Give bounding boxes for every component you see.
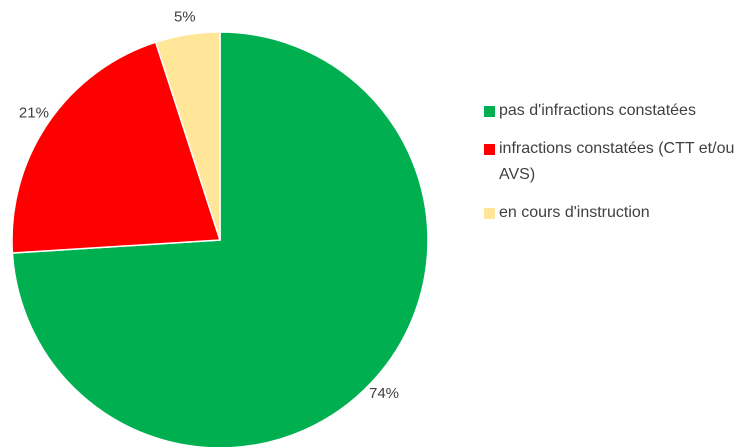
pie-slice (154, 31, 221, 241)
legend-swatch (484, 106, 495, 117)
legend-item: infractions constatées (CTT et/ou AVS) (484, 136, 746, 188)
legend-label: infractions constatées (CTT et/ou AVS) (499, 140, 735, 183)
data-label: 5% (174, 9, 196, 26)
legend: pas d'infractions constatées infractions … (484, 98, 746, 238)
legend-label: pas d'infractions constatées (499, 102, 696, 119)
pie-slice (11, 41, 222, 254)
legend-item: en cours d'instruction (484, 200, 746, 226)
legend-swatch (484, 144, 495, 155)
legend-swatch (484, 208, 495, 219)
data-label: 74% (369, 385, 399, 402)
legend-label: en cours d'instruction (499, 204, 650, 221)
legend-item: pas d'infractions constatées (484, 98, 746, 124)
data-label: 21% (19, 104, 49, 121)
